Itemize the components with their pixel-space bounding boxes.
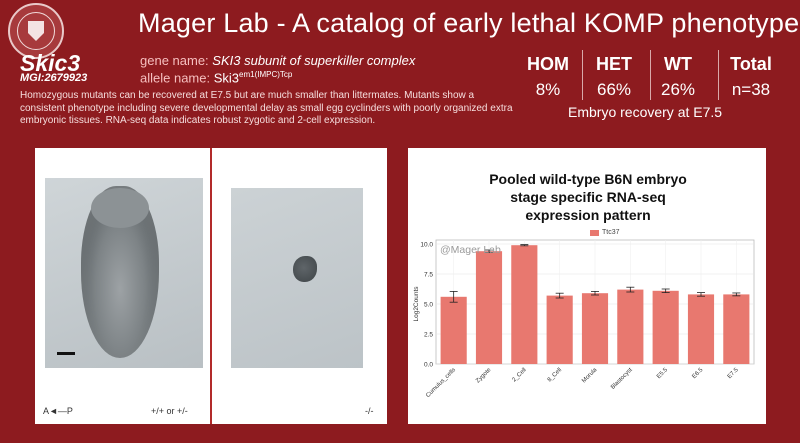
genotype-mutant-label: -/- xyxy=(365,406,374,416)
stat-header-hom: HOM xyxy=(527,54,569,74)
stat-divider xyxy=(718,50,719,100)
chart-title-line: Pooled wild-type B6N embryo xyxy=(489,171,687,187)
gene-name: SKI3 subunit of superkiller complex xyxy=(212,53,416,68)
chart-title-line: expression pattern xyxy=(525,207,651,223)
scale-bar xyxy=(57,352,75,355)
bar xyxy=(546,295,573,364)
control-embryo-ectoplacental xyxy=(91,188,149,228)
bar xyxy=(723,294,750,364)
axis-orientation-label: A◄—P xyxy=(43,406,73,416)
x-tick-label: Cumulus_cells xyxy=(425,367,457,399)
stat-value-hom: 8% xyxy=(535,80,561,99)
y-axis-label: Log2Counts xyxy=(413,286,420,322)
stat-divider xyxy=(650,50,651,100)
x-tick-label: Zygote xyxy=(475,367,493,385)
y-tick-label: 7.5 xyxy=(424,272,433,279)
stat-value-het: 66% xyxy=(596,80,632,99)
allele-base: Ski3 xyxy=(213,70,240,86)
bar xyxy=(440,296,467,364)
allele-name-line: allele name: Ski3em1(IMPC)Tcp xyxy=(140,70,292,85)
mgi-id: MGI:2679923 xyxy=(20,72,88,84)
bar xyxy=(687,294,715,364)
y-tick-label: 0.0 xyxy=(424,362,433,369)
gene-name-line: gene name: SKI3 subunit of superkiller c… xyxy=(140,53,415,68)
bar xyxy=(652,290,679,364)
stat-value-wt: 26% xyxy=(660,80,696,99)
embryo-image-panel: A◄—P +/+ or +/- -/- xyxy=(35,148,387,424)
control-embryo-photo xyxy=(45,178,203,368)
bar xyxy=(511,245,538,364)
x-tick-label: 2_Cell xyxy=(511,367,527,383)
stat-header-wt: WT xyxy=(664,54,692,74)
stat-header-total: Total xyxy=(730,54,772,74)
panel-divider xyxy=(210,148,212,424)
phenotype-description: Homozygous mutants can be recovered at E… xyxy=(20,90,513,126)
x-tick-label: E5.5 xyxy=(656,367,669,380)
rnaseq-chart-panel: Pooled wild-type B6N embryo stage specif… xyxy=(408,148,766,424)
gene-name-label: gene name: xyxy=(140,53,209,68)
y-tick-label: 10.0 xyxy=(420,242,433,249)
x-tick-label: Blastocyst xyxy=(610,367,634,391)
y-tick-label: 2.5 xyxy=(424,332,433,339)
genotype-control-label: +/+ or +/- xyxy=(151,406,188,416)
legend-label: Ttc37 xyxy=(602,229,620,236)
watermark: @Mager Lab xyxy=(440,244,501,256)
x-tick-label: 8_Cell xyxy=(547,367,563,383)
allele-superscript: em1(IMPC)Tcp xyxy=(239,70,293,79)
gene-symbol: Skic3 xyxy=(20,50,81,76)
x-tick-label: E6.5 xyxy=(691,367,704,380)
bar xyxy=(581,293,609,364)
chart-legend: Ttc37 xyxy=(590,229,620,236)
mutant-embryo xyxy=(293,256,317,282)
chart-title: Pooled wild-type B6N embryo stage specif… xyxy=(468,170,708,224)
chart-title-line: stage specific RNA-seq xyxy=(510,189,666,205)
stat-divider xyxy=(582,50,583,100)
y-tick-label: 5.0 xyxy=(424,302,433,309)
mutant-embryo-photo xyxy=(231,188,363,368)
stat-header-het: HET xyxy=(596,54,632,74)
bar xyxy=(617,289,644,364)
recovery-caption: Embryo recovery at E7.5 xyxy=(568,104,723,120)
x-tick-label: Morula xyxy=(581,367,599,385)
university-seal-icon xyxy=(8,3,64,59)
bar-chart: 0.0 2.5 5.0 7.5 10.0 Cumulus_cells Zygote 2_Cel… xyxy=(413,239,755,399)
allele-name-label: allele name: xyxy=(140,70,211,86)
page-title: Mager Lab - A catalog of early lethal KO… xyxy=(138,8,800,38)
bar xyxy=(475,251,503,364)
legend-swatch xyxy=(590,229,599,236)
stat-value-total: n=38 xyxy=(731,80,771,99)
x-tick-label: E7.5 xyxy=(727,367,740,380)
